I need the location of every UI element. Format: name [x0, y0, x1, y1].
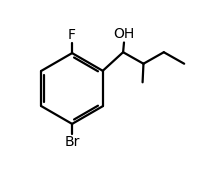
Text: F: F	[68, 28, 76, 42]
Text: OH: OH	[113, 27, 135, 41]
Text: Br: Br	[64, 135, 80, 149]
